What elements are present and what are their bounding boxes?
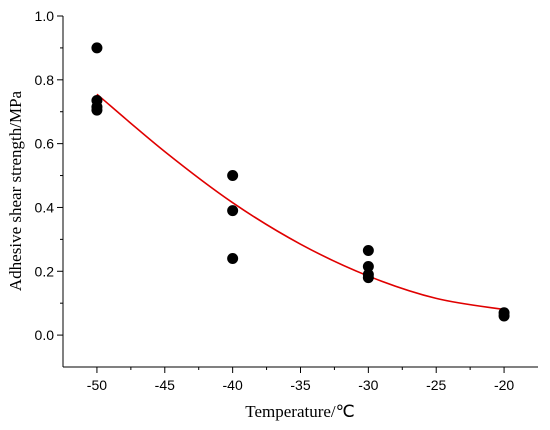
plot-area: -50 -45 -40 -35 -30 -25 -20 0.0 0.2 0.4 0.6 0.8 1.0 (35, 8, 538, 393)
y-ticks: 0.0 0.2 0.4 0.6 0.8 1.0 (35, 8, 63, 343)
y-tick-label: 0.2 (35, 263, 55, 279)
data-point (227, 205, 239, 217)
y-tick-label: 0.4 (35, 199, 55, 215)
x-tick-label: -40 (223, 377, 243, 393)
y-tick-label: 0.0 (35, 327, 55, 343)
data-point (362, 272, 374, 284)
x-tick-label: -45 (155, 377, 175, 393)
data-point (91, 104, 103, 116)
fit-curve (96, 93, 505, 311)
y-tick-label: 1.0 (35, 8, 55, 24)
data-point (227, 253, 239, 265)
data-point (498, 310, 510, 322)
x-axis-title: Temperature/℃ (245, 402, 354, 421)
x-tick-label: -25 (426, 377, 446, 393)
data-point (227, 170, 239, 182)
x-tick-label: -35 (290, 377, 310, 393)
x-ticks: -50 -45 -40 -35 -30 -25 -20 (87, 367, 514, 393)
x-tick-label: -50 (87, 377, 107, 393)
data-point (91, 42, 103, 54)
x-tick-label: -30 (358, 377, 378, 393)
data-point (362, 245, 374, 257)
y-axis-title: Adhesive shear strength/MPa (6, 90, 25, 291)
y-tick-label: 0.6 (35, 136, 55, 152)
x-tick-label: -20 (494, 377, 514, 393)
series-layer (91, 42, 510, 322)
y-tick-label: 0.8 (35, 72, 55, 88)
data-point (362, 260, 374, 272)
